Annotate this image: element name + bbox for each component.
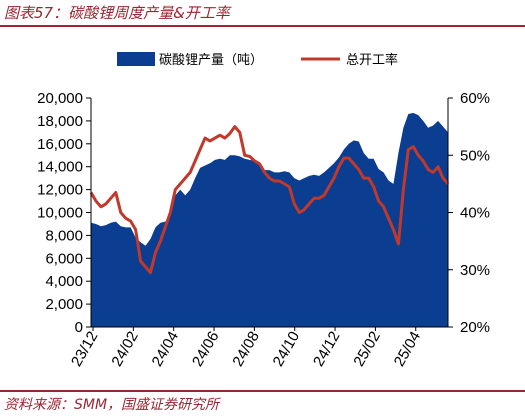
y-right-tick-label: 60% [460,90,490,107]
x-tick-label: 24/04 [149,329,182,370]
footer-divider [0,390,525,392]
series-area-production [91,112,448,327]
y-right-tick-label: 50% [460,147,490,164]
legend-label-area: 碳酸锂产量（吨） [159,53,263,68]
y-left-tick-label: 16,000 [37,136,83,153]
y-left-tick-label: 14,000 [37,159,83,176]
y-left-tick-label: 6,000 [45,250,83,267]
y-left-tick-label: 10,000 [37,205,83,222]
y-right-tick-label: 30% [460,262,490,279]
legend-swatch-area [117,52,155,66]
x-tick-label: 25/02 [350,329,383,370]
legend-label-line: 总开工率 [346,52,398,68]
source-note: 资料来源：SMM，国盛证券研究所 [4,397,220,413]
y-left-tick-label: 0 [75,319,83,336]
y-left-tick-label: 18,000 [37,113,83,130]
x-tick-label: 24/02 [108,329,141,370]
y-right-tick-label: 20% [460,319,490,336]
data-marks [89,112,450,327]
y-right-tick-label: 40% [460,205,490,222]
y-left-tick-label: 20,000 [37,90,83,107]
y-left-tick-label: 12,000 [37,182,83,199]
x-tick-label: 24/08 [229,329,262,370]
legend: 碳酸锂产量（吨） 总开工率 [117,52,398,68]
x-tick-label: 24/12 [310,329,343,370]
x-tick-label: 23/12 [68,329,101,370]
series-line-utilization [89,125,450,275]
y-left-tick-label: 8,000 [45,227,83,244]
x-tick-label: 24/06 [189,329,222,370]
x-tick-label: 25/04 [391,329,424,370]
y-left-tick-label: 4,000 [45,273,83,290]
figure-title: 图表57：碳酸锂周度产量&开工率 [4,4,230,22]
x-tick-label: 24/10 [270,329,303,370]
y-left-tick-label: 2,000 [45,296,83,313]
title-divider [0,25,525,27]
